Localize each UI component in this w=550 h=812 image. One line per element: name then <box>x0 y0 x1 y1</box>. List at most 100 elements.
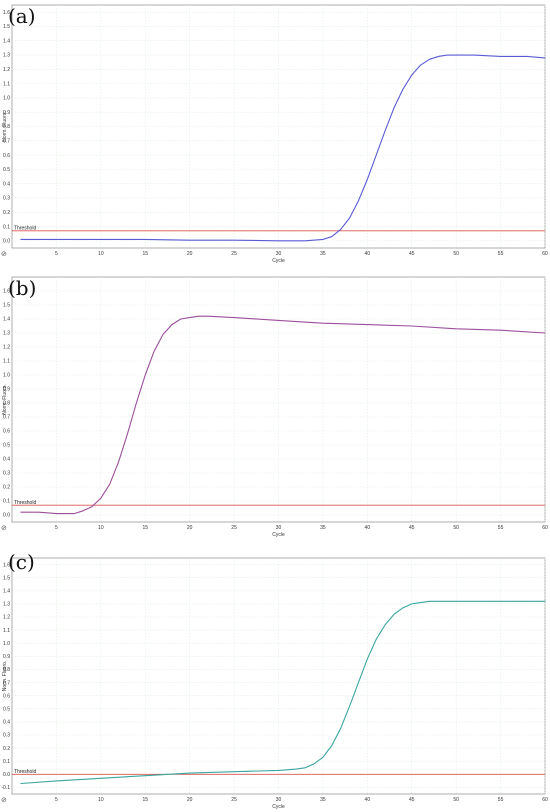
y-tick-label: 1.6 <box>3 289 10 295</box>
y-tick-label: 0.6 <box>3 153 10 159</box>
y-tick-label: 1.3 <box>3 331 10 337</box>
y-tick-label: 1.2 <box>3 615 10 621</box>
x-tick-label: 15 <box>142 525 148 531</box>
x-tick-label: 50 <box>453 525 459 531</box>
x-tick-label: 55 <box>498 797 504 803</box>
y-tick-label: -0.1 <box>1 785 10 791</box>
y-tick-label: 0.4 <box>3 720 10 726</box>
y-tick-label: 0.3 <box>3 196 10 202</box>
x-tick-label: 10 <box>98 525 104 531</box>
y-tick-label: 1.4 <box>3 38 10 44</box>
x-tick-label: 10 <box>98 251 104 257</box>
panel-label-a: (a) <box>8 4 36 28</box>
x-tick-label: 25 <box>231 525 237 531</box>
series-line <box>20 315 546 515</box>
y-tick-label: 1.2 <box>3 67 10 73</box>
y-tick-label: 1.1 <box>3 81 10 87</box>
y-tick-label: 0.2 <box>3 485 10 491</box>
y-tick-label: 0.2 <box>3 210 10 216</box>
x-tick-label: 50 <box>453 251 459 257</box>
x-tick-label: 60 <box>542 251 548 257</box>
x-tick-label: 60 <box>542 525 548 531</box>
y-axis-title: Norm. Fluoro. <box>2 384 8 415</box>
x-tick-label: 35 <box>320 251 326 257</box>
chart-c-svg: 5 10 15 20 25 30 35 40 45 50 55 60 -0.1 0.0 0.1 0.2 0.3 0… <box>1 557 548 810</box>
x-axis-title: Cycle <box>272 804 285 810</box>
x-tick-label: 60 <box>542 797 548 803</box>
y-tick-label: 0.1 <box>3 224 10 230</box>
chart-panel-b: 5 10 15 20 25 30 35 40 45 50 55 60 0.0 0.1 0.2 0.3 0.4 0.… <box>0 272 550 540</box>
chart-panel-c: 5 10 15 20 25 30 35 40 45 50 55 60 -0.1 0.0 0.1 0.2 0.3 0… <box>0 546 550 812</box>
x-tick-label: 20 <box>187 251 193 257</box>
chart-a-svg: 5 10 15 20 25 30 35 40 45 50 55 60 0.0 0.1 0.2 0.3 0.4 0.… <box>1 4 548 264</box>
x-axis-title: Cycle <box>272 258 285 264</box>
corner-icon: ⊘ <box>1 250 7 258</box>
x-tick-label: 40 <box>365 251 371 257</box>
x-tick-label: 45 <box>409 251 415 257</box>
y-tick-label: 0.5 <box>3 706 10 712</box>
x-tick-label: 25 <box>231 797 237 803</box>
y-tick-label: 0.3 <box>3 471 10 477</box>
y-tick-label: 1.5 <box>3 303 10 309</box>
y-tick-label: 0.8 <box>3 667 10 673</box>
y-tick-label: 0.6 <box>3 429 10 435</box>
y-tick-label: 0.9 <box>3 654 10 660</box>
x-tick-label: 5 <box>55 251 58 257</box>
y-tick-label: 0.5 <box>3 167 10 173</box>
x-tick-label: 55 <box>498 251 504 257</box>
y-tick-label: 0.8 <box>3 124 10 130</box>
threshold-label: Threshold <box>14 769 36 775</box>
y-tick-label: 1.2 <box>3 345 10 351</box>
y-tick-label: 0.7 <box>3 138 10 144</box>
x-tick-label: 5 <box>55 797 58 803</box>
y-tick-label: 0.5 <box>3 443 10 449</box>
x-tick-label: 5 <box>55 525 58 531</box>
threshold-label: Threshold <box>14 500 36 506</box>
x-tick-label: 55 <box>498 525 504 531</box>
y-tick-label: 1.4 <box>3 588 10 594</box>
chart-panel-a: 5 10 15 20 25 30 35 40 45 50 55 60 0.0 0.1 0.2 0.3 0.4 0.… <box>0 0 550 268</box>
y-tick-label: 0.0 <box>3 239 10 245</box>
x-tick-label: 30 <box>276 251 282 257</box>
y-tick-label: 0.9 <box>3 110 10 116</box>
y-tick-label: 0.0 <box>3 513 10 519</box>
series-line <box>20 600 546 785</box>
chart-b-svg: 5 10 15 20 25 30 35 40 45 50 55 60 0.0 0.1 0.2 0.3 0.4 0.… <box>1 276 548 538</box>
x-tick-label: 15 <box>142 797 148 803</box>
y-tick-label: 0.4 <box>3 457 10 463</box>
y-tick-label: 1.1 <box>3 628 10 634</box>
y-axis-title: Norm. Fluoro. <box>2 661 8 692</box>
x-tick-label: 45 <box>409 525 415 531</box>
y-tick-label: 1.0 <box>3 641 10 647</box>
x-tick-label: 20 <box>187 797 193 803</box>
y-tick-label: 0.7 <box>3 415 10 421</box>
x-tick-label: 30 <box>276 797 282 803</box>
y-tick-label: 0.8 <box>3 401 10 407</box>
y-tick-label: 1.3 <box>3 602 10 608</box>
corner-icon: ⊘ <box>1 524 7 532</box>
x-tick-label: 30 <box>276 525 282 531</box>
x-tick-label: 15 <box>142 251 148 257</box>
y-tick-label: 0.1 <box>3 499 10 505</box>
x-tick-label: 40 <box>365 525 371 531</box>
threshold-label: Threshold <box>14 226 36 232</box>
y-tick-label: 0.6 <box>3 693 10 699</box>
y-tick-label: 1.3 <box>3 53 10 59</box>
x-axis-title: Cycle <box>272 532 285 538</box>
y-tick-label: 0.3 <box>3 733 10 739</box>
x-tick-label: 40 <box>365 797 371 803</box>
x-tick-label: 35 <box>320 525 326 531</box>
y-tick-label: 1.6 <box>3 562 10 568</box>
x-tick-label: 10 <box>98 797 104 803</box>
panel-label-b: (b) <box>8 276 37 300</box>
y-tick-label: 1.5 <box>3 24 10 30</box>
y-tick-label: 1.0 <box>3 373 10 379</box>
y-tick-label: 1.4 <box>3 317 10 323</box>
y-tick-label: 0.1 <box>3 759 10 765</box>
y-tick-label: 0.7 <box>3 680 10 686</box>
y-tick-label: 1.0 <box>3 96 10 102</box>
x-tick-label: 20 <box>187 525 193 531</box>
x-tick-label: 50 <box>453 797 459 803</box>
y-tick-label: 0.0 <box>3 772 10 778</box>
y-tick-label: 0.9 <box>3 387 10 393</box>
